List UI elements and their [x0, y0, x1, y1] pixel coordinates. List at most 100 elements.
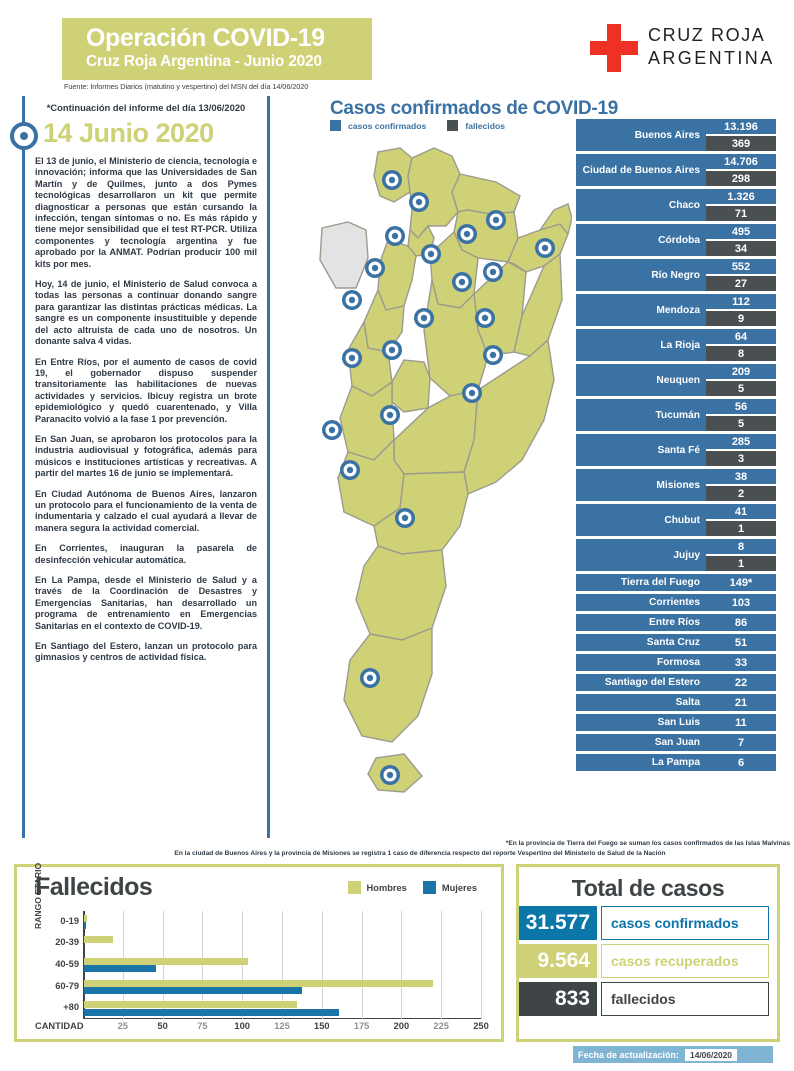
table-row: Neuquen 209 5 — [576, 364, 776, 396]
province-name: Formosa — [576, 654, 706, 671]
total-value-recovered: 9.564 — [519, 944, 597, 978]
legend-swatch-hombres — [347, 881, 361, 894]
total-row-recovered: 9.564 casos recuperados — [519, 944, 777, 978]
province-name: San Juan — [576, 734, 706, 751]
totals-panel: Total de casos 31.577 casos confirmados … — [516, 864, 780, 1042]
province-values: 1.326 71 — [706, 189, 776, 221]
province-name: Buenos Aires — [576, 119, 706, 151]
province-name: Entre Ríos — [576, 614, 706, 631]
chart-bar — [84, 958, 248, 966]
total-value-deaths: 833 — [519, 982, 597, 1016]
bullseye-icon — [10, 122, 38, 150]
chart-y-axis — [83, 911, 85, 1019]
paragraph: En San Juan, se aprobaron los protocolos… — [35, 433, 257, 479]
legend-label-deaths: fallecidos — [465, 120, 505, 131]
province-name: La Pampa — [576, 754, 706, 771]
province-values: 56 5 — [706, 399, 776, 431]
chart-y-tick: +80 — [63, 1002, 79, 1013]
cruz-roja-logo: CRUZ ROJA ARGENTINA — [590, 22, 790, 76]
confirmed-cases-value: 7 — [706, 734, 776, 751]
confirmed-cases-value: 495 — [706, 224, 776, 239]
chart-bar — [84, 1001, 298, 1009]
chart-y-tick: 60-79 — [55, 980, 79, 991]
deaths-value: 1 — [706, 521, 776, 536]
confirmed-cases-value: 64 — [706, 329, 776, 344]
deaths-chart: Fallecidos Hombres Mujeres RANGO ETARIO … — [14, 863, 504, 1042]
total-row-confirmed: 31.577 casos confirmados — [519, 906, 777, 940]
province-values: 51 — [706, 634, 776, 651]
argentina-map — [282, 130, 572, 840]
map-title: Casos confirmados de COVID-19 — [330, 98, 618, 119]
confirmed-cases-value: 13.196 — [706, 119, 776, 134]
red-cross-icon — [590, 24, 638, 72]
chart-bar — [84, 914, 88, 922]
paragraph: En Ciudad Autónoma de Buenos Aires, lanz… — [35, 488, 257, 533]
table-row: Santiago del Estero 22 — [576, 674, 776, 691]
paragraph: En Santiago del Estero, lanzan un protoc… — [35, 641, 257, 663]
chart-x-tick-labels: 25 50 75 100 125 150 175 200 225 250 — [83, 1021, 489, 1035]
chart-y-tick: 20-39 — [55, 937, 79, 948]
update-date-badge: Fecha de actualización: 14/06/2020 — [573, 1046, 773, 1063]
deaths-value: 5 — [706, 416, 776, 431]
table-row: Formosa 33 — [576, 654, 776, 671]
table-row: Chubut 41 1 — [576, 504, 776, 536]
deaths-value: 1 — [706, 556, 776, 571]
page-subtitle: Cruz Roja Argentina - Junio 2020 — [86, 53, 322, 70]
legend-label-confirmed: casos confirmados — [348, 120, 427, 131]
chart-x-tick: 125 — [274, 1021, 290, 1031]
confirmed-cases-value: 33 — [706, 654, 776, 671]
chart-x-axis-title: CANTIDAD — [35, 1021, 84, 1031]
confirmed-cases-value: 285 — [706, 434, 776, 449]
province-values: 64 8 — [706, 329, 776, 361]
province-values: 11 — [706, 714, 776, 731]
chart-gridline — [361, 911, 363, 1019]
update-value: 14/06/2020 — [685, 1048, 737, 1061]
chart-bar — [84, 1008, 339, 1016]
table-row: San Juan 7 — [576, 734, 776, 751]
confirmed-cases-value: 86 — [706, 614, 776, 631]
chart-plot-area — [83, 911, 482, 1019]
province-name: Mendoza — [576, 294, 706, 326]
province-values: 112 9 — [706, 294, 776, 326]
province-values: 14.706 298 — [706, 154, 776, 186]
confirmed-cases-value: 6 — [706, 754, 776, 771]
province-values: 86 — [706, 614, 776, 631]
confirmed-cases-value: 8 — [706, 539, 776, 554]
table-row: Mendoza 112 9 — [576, 294, 776, 326]
confirmed-cases-value: 11 — [706, 714, 776, 731]
map-svg — [319, 147, 572, 793]
table-row: Jujuy 8 1 — [576, 539, 776, 571]
continuation-note: *Continuación del informe del día 13/06/… — [46, 102, 246, 113]
deaths-value: 71 — [706, 206, 776, 221]
total-label-deaths: fallecidos — [601, 982, 769, 1016]
table-row: Tucumán 56 5 — [576, 399, 776, 431]
chart-title: Fallecidos — [35, 873, 153, 901]
chart-x-tick: 200 — [393, 1021, 410, 1031]
province-name: Córdoba — [576, 224, 706, 256]
paragraph: En La Pampa, desde el Ministerio de Salu… — [35, 575, 257, 631]
province-values: 552 27 — [706, 259, 776, 291]
chart-y-tick-labels: 0-19 20-39 40-59 60-79 +80 — [39, 911, 79, 1019]
province-values: 7 — [706, 734, 776, 751]
chart-x-tick: 250 — [473, 1021, 489, 1031]
province-name: Jujuy — [576, 539, 706, 571]
province-name: Misiones — [576, 469, 706, 501]
legend-swatch-mujeres — [422, 881, 436, 894]
province-values: 103 — [706, 594, 776, 611]
province-name: Río Negro — [576, 259, 706, 291]
province-values: 38 2 — [706, 469, 776, 501]
confirmed-cases-value: 21 — [706, 694, 776, 711]
source-note: Fuente: Informes Diarios (matutino y ves… — [64, 82, 309, 91]
deaths-value: 2 — [706, 486, 776, 501]
total-label-recovered: casos recuperados — [601, 944, 769, 978]
province-name: La Rioja — [576, 329, 706, 361]
legend-swatch-deaths — [447, 120, 459, 131]
footnote-difference: En la ciudad de Buenos Aires y la provin… — [174, 850, 666, 857]
province-values: 209 5 — [706, 364, 776, 396]
confirmed-cases-value: 22 — [706, 674, 776, 691]
deaths-value: 9 — [706, 311, 776, 326]
map-legend: casos confirmados fallecidos — [330, 120, 519, 131]
page-title: Operación COVID-19 — [86, 24, 325, 52]
chart-gridline — [481, 911, 482, 1019]
